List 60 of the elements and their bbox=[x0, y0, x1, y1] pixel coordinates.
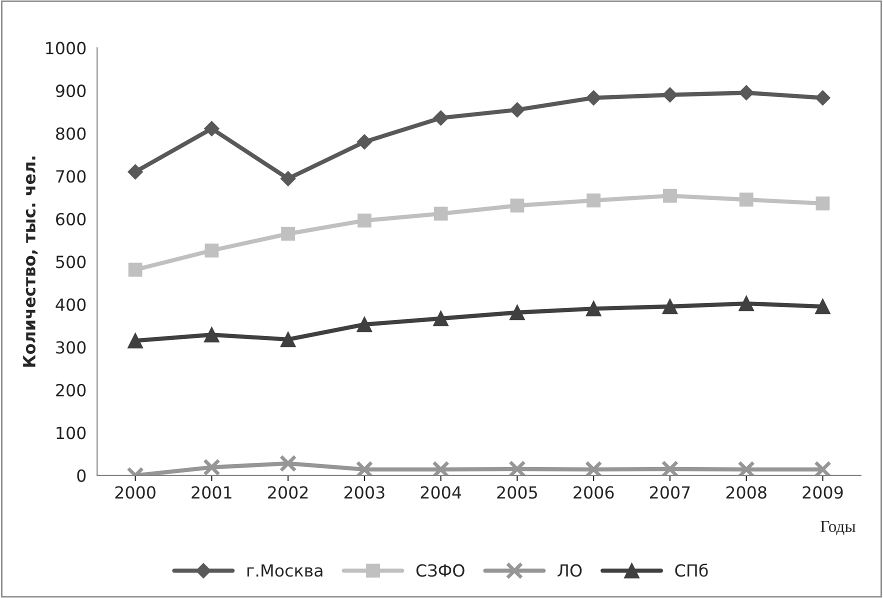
point bbox=[586, 301, 602, 316]
y-tick-label: 0 bbox=[77, 469, 86, 482]
point bbox=[358, 214, 372, 228]
point bbox=[663, 188, 677, 203]
point bbox=[662, 87, 678, 102]
x-tick-label: 2008 bbox=[726, 486, 766, 499]
y-tick-label: 800 bbox=[56, 127, 86, 140]
point bbox=[356, 134, 372, 150]
point bbox=[815, 90, 830, 106]
point bbox=[433, 110, 448, 126]
point bbox=[280, 171, 296, 186]
y-tick-label: 300 bbox=[56, 341, 86, 354]
point bbox=[662, 298, 678, 314]
point bbox=[816, 196, 830, 210]
y-tick-label: 100 bbox=[56, 426, 86, 440]
legend-label: ЛО bbox=[558, 564, 582, 577]
point bbox=[738, 296, 754, 312]
y-axis-title: Количество, тыс. чел. bbox=[23, 156, 38, 367]
point bbox=[356, 316, 372, 332]
x-tick-label: 2002 bbox=[268, 486, 308, 499]
point bbox=[586, 194, 601, 208]
point bbox=[433, 310, 448, 326]
y-tick-label: 700 bbox=[56, 170, 86, 183]
x-tick-label: 2005 bbox=[497, 486, 537, 499]
point bbox=[279, 454, 297, 472]
x-tick-label: 2001 bbox=[192, 486, 232, 499]
point bbox=[203, 458, 220, 476]
point bbox=[510, 198, 524, 213]
point bbox=[281, 226, 296, 241]
y-tick-label: 200 bbox=[56, 384, 86, 396]
point bbox=[204, 327, 220, 342]
x-tick-label: 2000 bbox=[115, 486, 156, 499]
legend-label: г.Москва bbox=[247, 564, 322, 577]
point bbox=[128, 333, 143, 348]
legend-label: СПб bbox=[675, 564, 708, 577]
point bbox=[280, 332, 296, 348]
point bbox=[204, 244, 219, 258]
point bbox=[739, 192, 754, 207]
point bbox=[586, 90, 602, 106]
point bbox=[128, 164, 143, 180]
y-tick-label: 600 bbox=[56, 212, 86, 226]
point bbox=[510, 304, 525, 320]
y-tick-label: 500 bbox=[56, 256, 86, 268]
point bbox=[815, 298, 830, 314]
legend-label: СЗФО bbox=[416, 564, 464, 577]
point bbox=[814, 460, 832, 476]
point bbox=[738, 85, 754, 100]
x-axis-title: Годы bbox=[820, 520, 856, 536]
x-tick-label: 2006 bbox=[574, 486, 614, 499]
x-tick-label: 2009 bbox=[802, 486, 843, 499]
point bbox=[510, 102, 525, 118]
y-tick-label: 900 bbox=[56, 84, 86, 98]
y-tick-label: 1000 bbox=[46, 42, 86, 54]
x-tick-label: 2007 bbox=[650, 486, 690, 499]
point bbox=[128, 262, 142, 277]
x-tick-label: 2004 bbox=[420, 486, 462, 499]
point bbox=[434, 206, 448, 221]
point bbox=[204, 121, 220, 136]
y-tick-label: 400 bbox=[56, 298, 86, 311]
x-tick-label: 2003 bbox=[344, 486, 384, 499]
